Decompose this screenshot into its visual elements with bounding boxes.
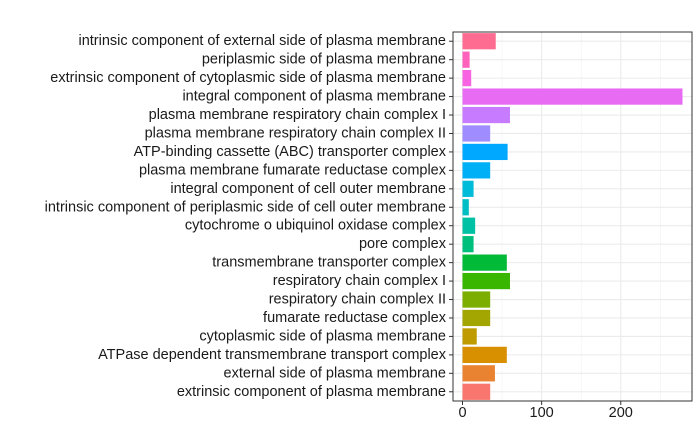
bar [462,180,474,197]
bar [462,383,491,400]
category-label: cytoplasmic side of plasma membrane [199,328,446,344]
category-label: intrinsic component of external side of … [78,33,446,49]
bar [462,236,474,253]
bar [462,51,470,68]
category-label: periplasmic side of plasma membrane [202,52,446,68]
bar [462,106,510,124]
category-label: extrinsic component of plasma membrane [177,384,446,400]
bar [462,125,491,142]
category-label: integral component of cell outer membran… [170,181,446,197]
category-label: respiratory chain complex I [273,273,446,289]
bar [462,217,476,234]
bar [462,88,683,105]
bar [462,346,507,363]
plot-panel-background [453,32,692,401]
category-label: cytochrome o ubiquinol oxidase complex [185,218,447,234]
bar [462,199,469,216]
bar [462,365,495,382]
bars [462,33,683,400]
category-label: intrinsic component of periplasmic side … [45,199,446,215]
bar [462,33,496,50]
category-label: integral component of plasma membrane [182,89,446,105]
category-label: ATP-binding cassette (ABC) transporter c… [134,144,447,160]
bar [462,143,508,161]
category-labels: intrinsic component of external side of … [45,33,453,400]
category-label: respiratory chain complex II [269,292,446,308]
bar [462,272,510,290]
bar [462,162,491,179]
category-label: extrinsic component of cytoplasmic side … [50,70,446,86]
category-label: ATPase dependent transmembrane transport… [98,347,447,363]
bar [462,254,507,271]
plot-panel-border [452,31,693,402]
category-label: transmembrane transporter complex [212,255,446,271]
bar [462,328,477,345]
category-label: plasma membrane respiratory chain comple… [145,125,446,141]
category-label: pore complex [359,236,447,252]
category-label: plasma membrane respiratory chain comple… [149,107,446,123]
category-label: fumarate reductase complex [263,310,447,326]
x-tick-label: 100 [530,405,554,421]
bar [462,291,491,308]
bar [462,309,491,327]
x-tick-label: 0 [458,405,466,421]
category-label: plasma membrane fumarate reductase compl… [139,162,447,178]
category-label: external side of plasma membrane [224,365,446,381]
grid-lines [453,32,692,401]
bar [462,70,472,87]
x-axis-ticks: 0 100 200 [458,401,633,421]
x-tick-label: 200 [609,405,633,421]
